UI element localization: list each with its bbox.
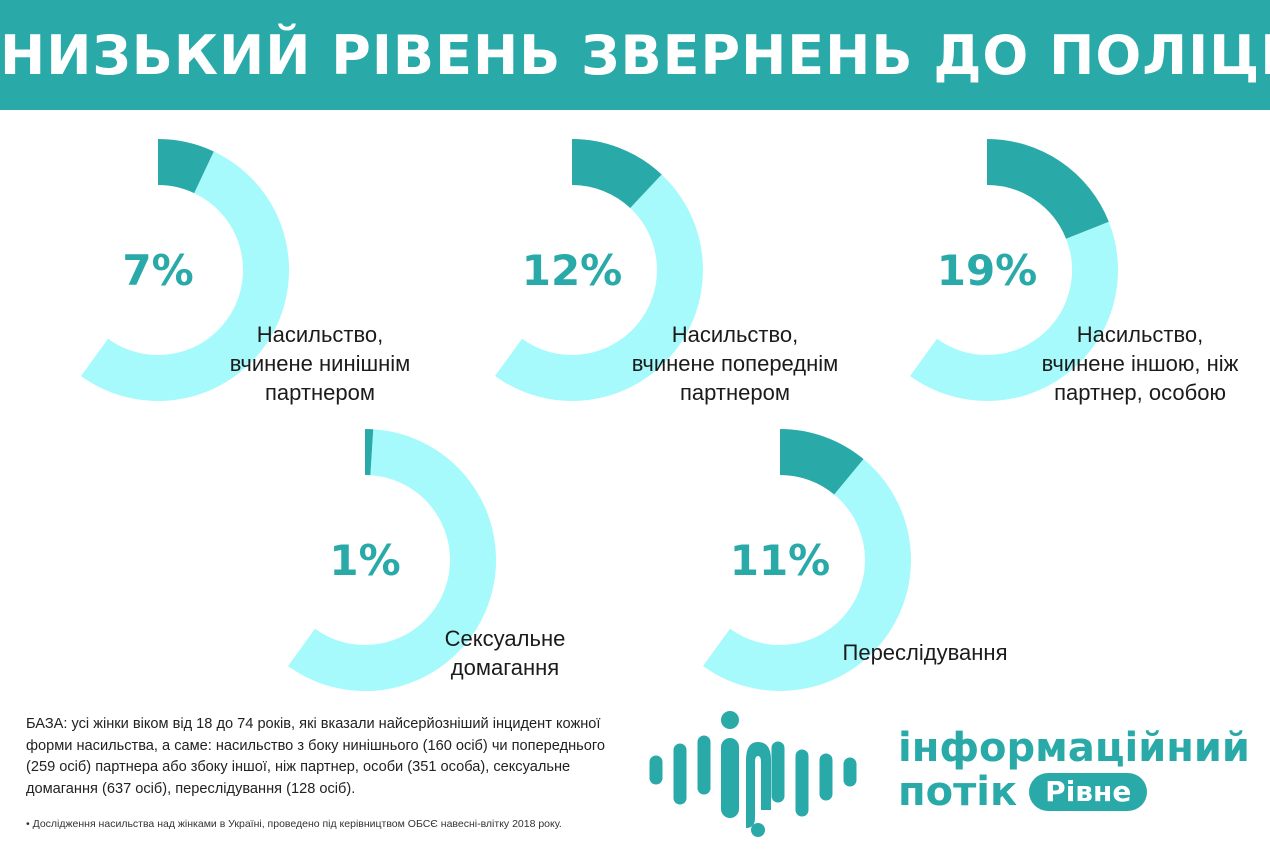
footnote: • Дослідження насильства над жінками в У… — [26, 818, 562, 830]
donut-remainder-arc — [495, 174, 703, 401]
label-line: Переслідування — [842, 640, 1008, 665]
donut-previous-partner: 12% — [495, 139, 703, 401]
sound-wave-people-icon — [649, 711, 857, 837]
donut-label-current-partner: Насильство, вчинене нинішнім партнером — [205, 320, 435, 407]
label-line: партнером — [265, 380, 375, 405]
donut-label-sexual-harassment: Сексуальне домагання — [420, 624, 590, 682]
donut-value-arc — [571, 139, 662, 209]
logo-line2: потік — [898, 769, 1018, 815]
donut-stalking: 11% — [703, 429, 911, 691]
page-title: НИЗЬКИЙ РІВЕНЬ ЗВЕРНЕНЬ ДО ПОЛІЦІЇ — [0, 24, 1270, 87]
donut-remainder-arc — [910, 221, 1118, 401]
label-line: партнер, особою — [1054, 380, 1226, 405]
donut-label-non-partner: Насильство, вчинене іншою, ніж партнер, … — [1015, 320, 1265, 407]
label-line: Сексуальне — [444, 626, 566, 651]
donut-value-arc — [157, 139, 214, 194]
label-line: партнером — [680, 380, 790, 405]
donut-percent-label: 12% — [522, 246, 623, 295]
label-line: Насильство, — [256, 322, 384, 347]
logo: інформаційний потік Рівне — [640, 700, 1260, 840]
donut-value-arc — [779, 429, 864, 496]
label-line: Насильство, — [1076, 322, 1204, 347]
logo-text: інформаційний потік Рівне — [898, 726, 1250, 814]
city-badge: Рівне — [1029, 773, 1148, 811]
donut-sexual-harassment: 1% — [288, 428, 496, 691]
donut-label-stalking: Переслідування — [820, 638, 1030, 667]
label-line: вчинене іншою, ніж — [1041, 351, 1239, 376]
donut-remainder-arc — [288, 429, 496, 691]
donut-percent-label: 1% — [329, 536, 400, 585]
donut-value-arc — [986, 139, 1109, 240]
logo-line1: інформаційний — [898, 725, 1250, 771]
donut-percent-label: 11% — [730, 536, 831, 585]
donut-remainder-arc — [703, 459, 911, 691]
donut-current-partner: 7% — [81, 139, 290, 402]
label-line: вчинене попереднім — [631, 351, 839, 376]
base-note: БАЗА: усі жінки віком від 18 до 74 років… — [26, 716, 606, 797]
label-line: Насильство, — [671, 322, 799, 347]
donut-percent-label: 19% — [937, 246, 1038, 295]
donut-percent-label: 7% — [122, 246, 193, 295]
label-line: домагання — [450, 655, 560, 680]
donut-non-partner: 19% — [910, 139, 1118, 401]
logo-line2-row: потік Рівне — [898, 770, 1250, 814]
title-banner: НИЗЬКИЙ РІВЕНЬ ЗВЕРНЕНЬ ДО ПОЛІЦІЇ — [0, 0, 1270, 110]
label-line: вчинене нинішнім — [229, 351, 411, 376]
donut-remainder-arc — [81, 151, 290, 402]
donut-label-previous-partner: Насильство, вчинене попереднім партнером — [605, 320, 865, 407]
